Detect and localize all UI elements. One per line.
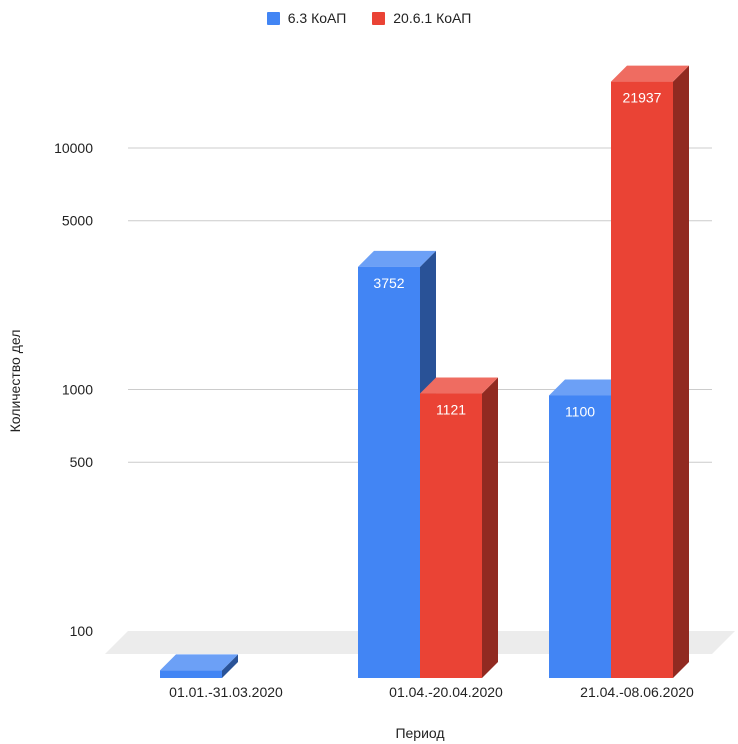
legend-swatch-series-1 bbox=[266, 11, 280, 25]
x-tick-label: 01.04.-20.04.2020 bbox=[389, 684, 503, 700]
x-tick-label: 21.04.-08.06.2020 bbox=[580, 684, 694, 700]
bar-top-face bbox=[160, 654, 238, 671]
bars: 80 3752 1121 1100 21937 bbox=[160, 65, 689, 694]
bar-data-label: 1121 bbox=[436, 402, 466, 418]
bar[interactable]: 21937 bbox=[611, 65, 689, 678]
legend-label-series-2: 20.6.1 КоАП bbox=[393, 10, 472, 26]
bar-side-face bbox=[482, 377, 498, 678]
legend-label-series-1: 6.3 КоАП bbox=[287, 10, 347, 26]
bar-side-face bbox=[222, 654, 238, 678]
bar-front-face bbox=[420, 393, 482, 678]
bar-top-face bbox=[358, 250, 436, 267]
bar-top-face bbox=[549, 379, 627, 396]
y-axis-title: Количество дел bbox=[7, 330, 23, 433]
bar-data-label: 1100 bbox=[565, 404, 595, 420]
bar-top-face bbox=[611, 65, 689, 82]
y-tick-label: 1000 bbox=[62, 382, 93, 398]
y-tick-label: 5000 bbox=[62, 213, 93, 229]
bar-side-face bbox=[673, 65, 689, 678]
bar-data-label: 80 bbox=[183, 678, 199, 694]
bar-front-face bbox=[160, 670, 222, 678]
bar-front-face bbox=[358, 266, 420, 678]
y-tick-label: 500 bbox=[70, 454, 94, 470]
legend-item-series-2[interactable]: 20.6.1 КоАП bbox=[372, 10, 471, 26]
x-axis-title: Период bbox=[395, 725, 444, 741]
y-axis-ticks: 100 500 1000 5000 10000 bbox=[54, 140, 93, 639]
legend-item-series-1[interactable]: 6.3 КоАП bbox=[266, 10, 347, 26]
y-tick-label: 100 bbox=[70, 623, 94, 639]
x-tick-label: 01.01.-31.03.2020 bbox=[169, 684, 283, 700]
legend: 6.3 КоАП 20.6.1 КоАП bbox=[0, 10, 738, 26]
legend-swatch-series-2 bbox=[372, 11, 386, 25]
bar-data-label: 21937 bbox=[623, 90, 662, 106]
bar[interactable]: 80 bbox=[160, 654, 238, 694]
bar-front-face bbox=[611, 81, 673, 678]
bar-front-face bbox=[549, 395, 611, 678]
x-axis-ticks: 01.01.-31.03.2020 01.04.-20.04.2020 21.04.… bbox=[169, 684, 694, 700]
y-tick-label: 10000 bbox=[54, 140, 93, 156]
bar[interactable]: 1121 bbox=[420, 377, 498, 678]
bar-top-face bbox=[420, 377, 498, 394]
bar-data-label: 3752 bbox=[373, 275, 404, 291]
